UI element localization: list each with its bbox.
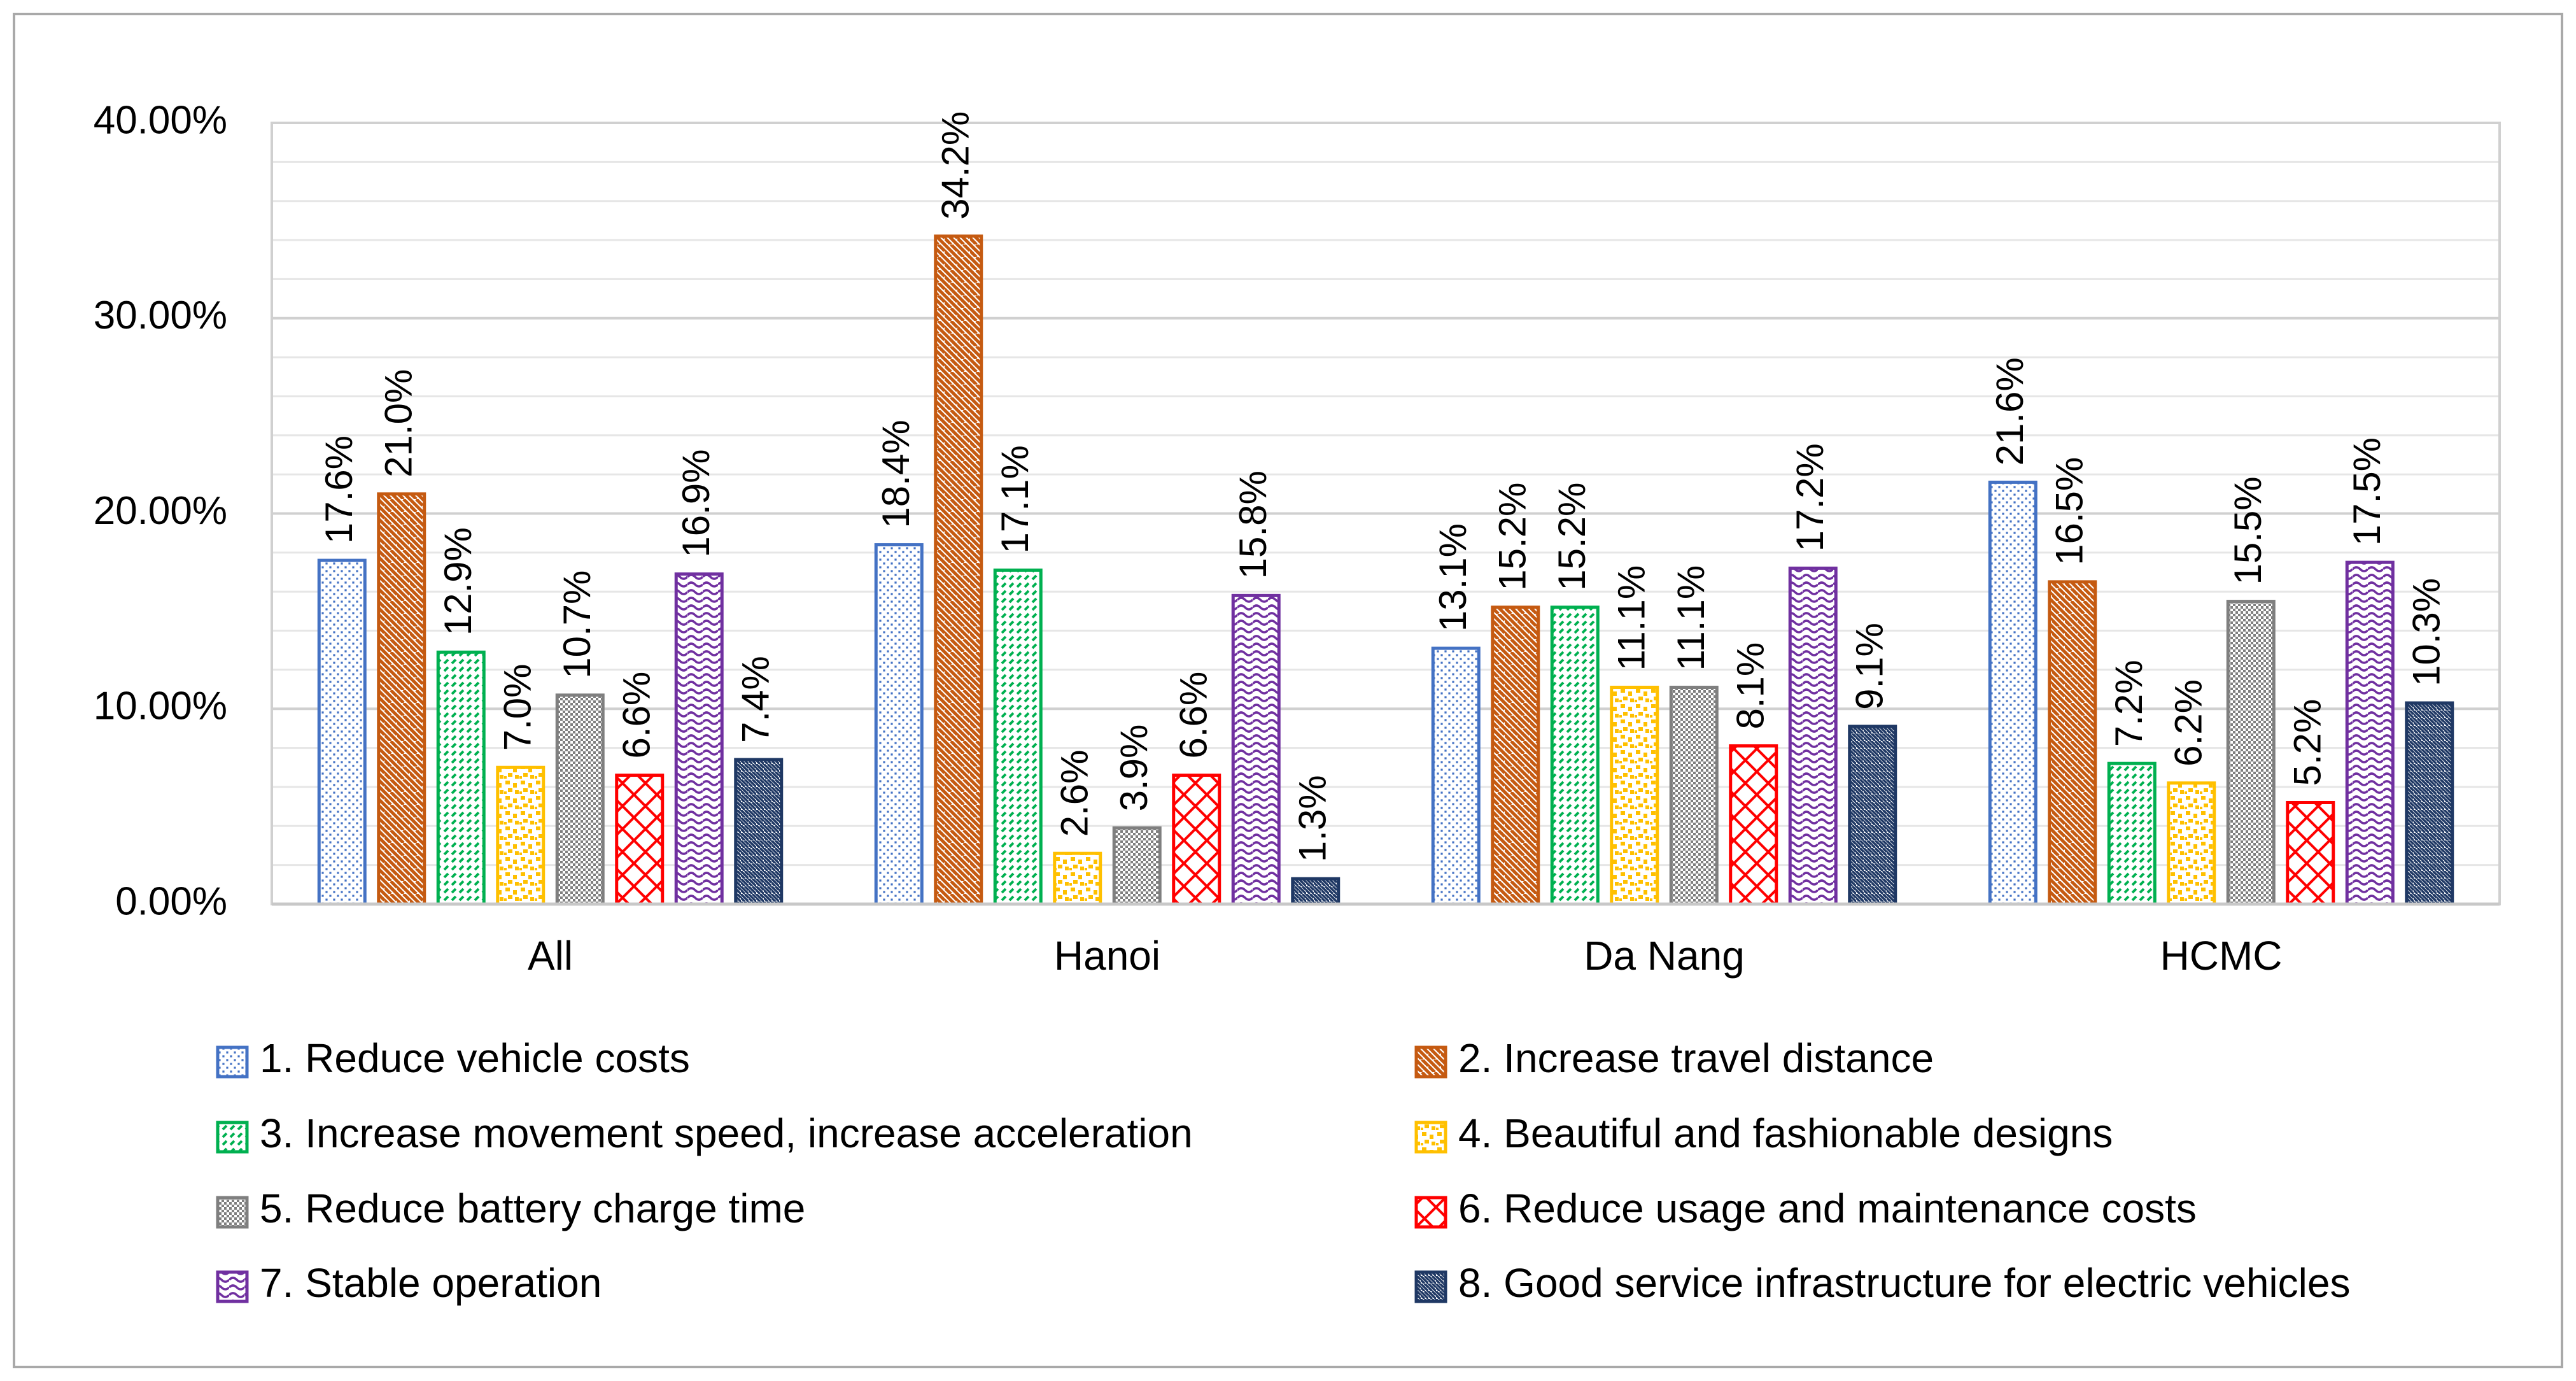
legend-swatch (216, 1045, 249, 1079)
bar (934, 234, 983, 906)
data-label: 15.2% (1491, 483, 1534, 591)
bars: 17.6% 21.0% 12.9% 7.0% 10.7% 6.6% 16.9% 7.4% 18.… (317, 111, 2454, 906)
bar (734, 758, 784, 906)
legend-label: 5. Reduce battery charge time (260, 1186, 805, 1231)
bar (436, 650, 486, 906)
y-tick-label: 10.00% (94, 684, 227, 728)
bar (1669, 686, 1719, 906)
legend-swatch (216, 1121, 249, 1154)
data-label: 21.0% (377, 369, 420, 478)
data-label: 34.2% (934, 111, 977, 220)
bar (1172, 774, 1221, 906)
data-label: 16.5% (2048, 457, 2091, 565)
bar (377, 492, 426, 906)
legend-label: 3. Increase movement speed, increase acc… (260, 1110, 1193, 1156)
x-category-label: HCMC (2160, 933, 2283, 979)
data-label: 15.8% (1232, 471, 1274, 579)
x-category-label: All (528, 933, 573, 979)
data-label: 18.4% (875, 420, 917, 528)
bar (317, 558, 367, 906)
legend-label: 1. Reduce vehicle costs (260, 1035, 690, 1081)
bar (2167, 781, 2216, 906)
bar (1729, 744, 1778, 906)
legend-label: 4. Beautiful and fashionable designs (1458, 1110, 2113, 1156)
bar (615, 774, 665, 906)
data-label: 2.6% (1053, 749, 1096, 837)
x-axis: All Hanoi Da Nang HCMC (272, 902, 2500, 979)
data-label: 17.1% (994, 445, 1036, 553)
bar (1231, 593, 1281, 906)
legend-label: 2. Increase travel distance (1458, 1035, 1934, 1081)
bar (2226, 600, 2276, 906)
x-category-label: Hanoi (1054, 933, 1160, 979)
data-label: 11.1% (1670, 565, 1712, 671)
data-label: 21.6% (1988, 357, 2031, 465)
bar (2286, 800, 2335, 906)
legend-swatch (1414, 1270, 1447, 1303)
data-label: 12.9% (437, 527, 479, 635)
data-label: 7.4% (735, 656, 777, 743)
bar (674, 572, 724, 906)
data-label: 13.1% (1432, 523, 1474, 632)
y-tick-label: 20.00% (94, 489, 227, 533)
bar (2345, 560, 2395, 906)
bar (1610, 686, 1659, 906)
data-label: 10.3% (2405, 578, 2448, 686)
bar (1112, 826, 1162, 906)
legend-swatch (1414, 1196, 1447, 1229)
y-axis: 0.00% 10.00% 20.00% 30.00% 40.00% (94, 98, 227, 923)
data-label: 6.6% (1172, 672, 1215, 759)
bar-chart: 0.00% 10.00% 20.00% 30.00% 40.00% 17.6% 21.0%… (94, 98, 2501, 1306)
data-label: 10.7% (556, 570, 598, 679)
data-label: 6.2% (2167, 679, 2210, 767)
legend-label: 8. Good service infrastructure for elect… (1458, 1260, 2350, 1306)
legend-swatch (216, 1270, 249, 1303)
data-label: 17.6% (318, 436, 360, 544)
data-label: 3.9% (1113, 725, 1155, 812)
bar (1550, 606, 1600, 906)
bar (1053, 851, 1102, 906)
legend-swatch (1414, 1045, 1447, 1079)
bar (555, 693, 605, 906)
legend-label: 7. Stable operation (260, 1260, 602, 1306)
legend: 1. Reduce vehicle costs 2. Increase trave… (216, 1035, 2350, 1306)
y-tick-label: 30.00% (94, 294, 227, 337)
bar (1431, 646, 1481, 906)
y-tick-label: 40.00% (94, 98, 227, 142)
gridlines (271, 122, 2501, 905)
data-label: 17.5% (2346, 437, 2388, 546)
bar (993, 568, 1043, 906)
data-label: 6.6% (616, 672, 658, 759)
bar (1491, 606, 1540, 906)
legend-swatch (216, 1196, 249, 1229)
data-label: 7.2% (2108, 660, 2150, 747)
data-label: 15.2% (1551, 483, 1593, 591)
data-label: 17.2% (1789, 443, 1831, 551)
bar (1788, 566, 1838, 906)
bar (2107, 761, 2157, 906)
bar (874, 543, 924, 906)
data-label: 1.3% (1292, 775, 1334, 862)
bar (496, 765, 545, 906)
bar (1291, 877, 1341, 906)
bar (1988, 480, 2038, 906)
x-category-label: Da Nang (1584, 933, 1745, 979)
y-tick-label: 0.00% (115, 879, 227, 923)
data-label: 11.1% (1610, 565, 1653, 671)
data-label: 7.0% (496, 664, 539, 751)
data-label: 8.1% (1729, 642, 1772, 730)
data-label: 15.5% (2227, 476, 2269, 584)
data-label: 16.9% (675, 449, 717, 557)
legend-swatch (1414, 1121, 1447, 1154)
bar (2405, 701, 2454, 906)
chart-frame: 0.00% 10.00% 20.00% 30.00% 40.00% 17.6% 21.0%… (13, 13, 2563, 1368)
bar (1848, 725, 1897, 906)
legend-label: 6. Reduce usage and maintenance costs (1458, 1186, 2197, 1231)
bar (2048, 580, 2097, 906)
data-label: 5.2% (2286, 699, 2329, 786)
data-label: 9.1% (1848, 623, 1891, 710)
